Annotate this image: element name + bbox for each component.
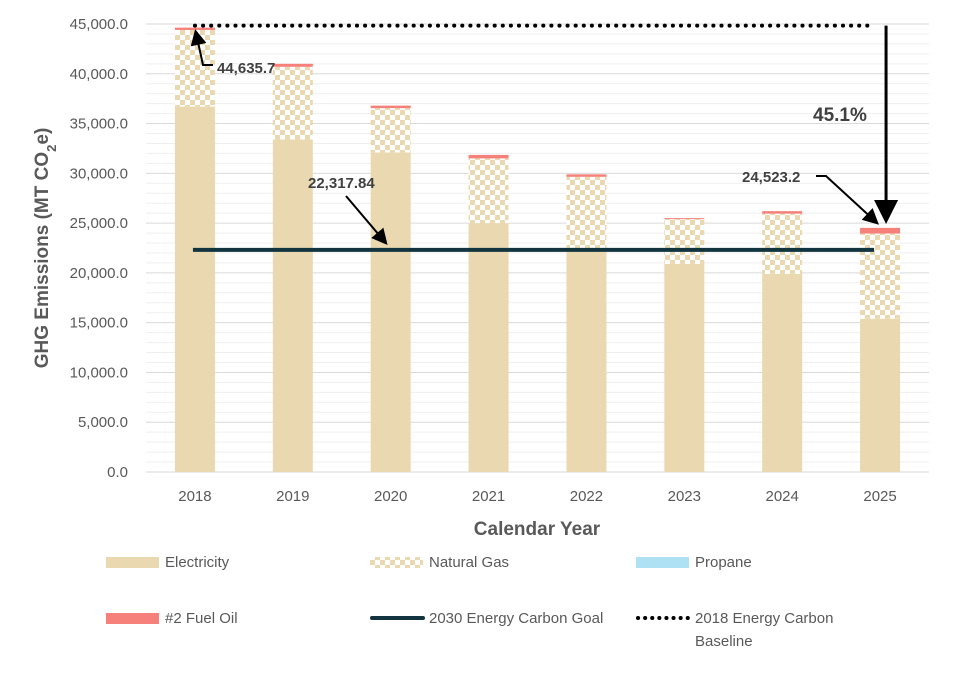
y-tick-label: 40,000.0: [70, 66, 128, 83]
legend-swatch: [106, 613, 159, 624]
bar-2-fuel-oil-2023: [664, 218, 705, 220]
goal-arrow: [345, 195, 388, 246]
legend-label-line: Baseline: [695, 633, 753, 650]
x-tick-label: 2021: [472, 488, 505, 505]
x-axis-title: Calendar Year: [474, 519, 601, 540]
legend-label: Propane: [695, 554, 752, 571]
current-arrow: [816, 175, 879, 225]
y-tick-label: 20,000.0: [70, 265, 128, 282]
baseline-arrow: [190, 29, 213, 66]
bar-2-fuel-oil-2022: [566, 174, 607, 177]
y-axis-title: GHG Emissions (MT CO2e): [32, 128, 59, 369]
bar-electricity-2023: [664, 263, 705, 472]
reference-lines: [192, 23, 877, 252]
legend-label-line: 2018 Energy Carbon: [695, 610, 833, 627]
legend-item: Electricity: [106, 554, 230, 571]
y-tick-label: 0.0: [107, 464, 128, 481]
bar-electricity-2020: [370, 152, 411, 472]
y-tick-label: 10,000.0: [70, 364, 128, 381]
legend-label: Natural Gas: [429, 554, 509, 571]
x-tick-label: 2022: [570, 488, 603, 505]
legend-swatch: [106, 557, 159, 568]
bars: [174, 27, 901, 473]
bar-electricity-2022: [566, 249, 607, 472]
bar-electricity-2025: [860, 318, 901, 472]
legend-label: #2 Fuel Oil: [165, 610, 238, 627]
bar-electricity-2019: [272, 139, 313, 473]
x-tick-label: 2018: [178, 488, 211, 505]
annotations: 44,635.7 22,317.84 24,523.2 45.1%: [190, 25, 899, 246]
x-tick-label: 2019: [276, 488, 309, 505]
legend-item: 2018 Energy Carbon Baseline: [636, 610, 833, 650]
legend-item: #2 Fuel Oil: [106, 610, 238, 627]
bar-natural-gas-2024: [762, 213, 803, 274]
y-axis-ticks: 0.0 5,000.0 10,000.0 15,000.0 20,000.0 25,000…: [70, 16, 128, 481]
goal-value-label: 22,317.84: [308, 175, 375, 192]
x-tick-label: 2020: [374, 488, 407, 505]
bar-natural-gas-2022: [566, 176, 607, 250]
bar-natural-gas-2019: [272, 66, 313, 140]
legend-item: Propane: [636, 554, 752, 571]
bar-2-fuel-oil-2020: [370, 105, 411, 109]
x-tick-label: 2024: [766, 488, 799, 505]
legend-label: 2018 Energy Carbon Baseline: [695, 610, 833, 650]
y-tick-label: 35,000.0: [70, 116, 128, 133]
bar-electricity-2021: [468, 223, 509, 472]
bar-natural-gas-2020: [370, 108, 411, 153]
bar-natural-gas-2018: [174, 29, 215, 107]
y-tick-label: 15,000.0: [70, 315, 128, 332]
bar-2-fuel-oil-2018: [174, 27, 215, 30]
baseline-value-label: 44,635.7: [217, 60, 275, 77]
legend-item: 2030 Energy Carbon Goal: [370, 610, 603, 627]
y-axis-title-main: GHG Emissions (MT CO: [32, 152, 53, 368]
current-value-label: 24,523.2: [742, 169, 800, 186]
legend-swatch: [636, 557, 689, 568]
y-axis-title-sub: 2: [44, 145, 59, 152]
bar-electricity-2018: [174, 106, 215, 473]
bar-2-fuel-oil-2025: [860, 227, 901, 234]
legend: Electricity Natural Gas Propane #2 Fuel Oil…: [106, 554, 833, 650]
y-tick-label: 25,000.0: [70, 215, 128, 232]
bar-natural-gas-2021: [468, 158, 509, 224]
x-axis-ticks: 2018 2019 2020 2021 2022 2023 2024 2025: [178, 488, 897, 505]
bar-natural-gas-2023: [664, 219, 705, 264]
y-tick-label: 45,000.0: [70, 16, 128, 33]
bar-2-fuel-oil-2019: [272, 63, 313, 67]
y-axis-title-tail: e): [32, 128, 53, 145]
legend-label: Electricity: [165, 554, 230, 571]
legend-swatch: [370, 557, 423, 568]
y-tick-label: 5,000.0: [78, 414, 128, 431]
bar-2-fuel-oil-2024: [762, 211, 803, 214]
bar-2-fuel-oil-2021: [468, 154, 509, 159]
bar-electricity-2024: [762, 273, 803, 472]
y-tick-label: 30,000.0: [70, 165, 128, 182]
bar-natural-gas-2025: [860, 233, 901, 319]
legend-label: 2030 Energy Carbon Goal: [429, 610, 603, 627]
reduction-percent-label: 45.1%: [813, 105, 867, 126]
legend-item: Natural Gas: [370, 554, 509, 571]
x-tick-label: 2025: [863, 488, 896, 505]
x-tick-label: 2023: [668, 488, 701, 505]
